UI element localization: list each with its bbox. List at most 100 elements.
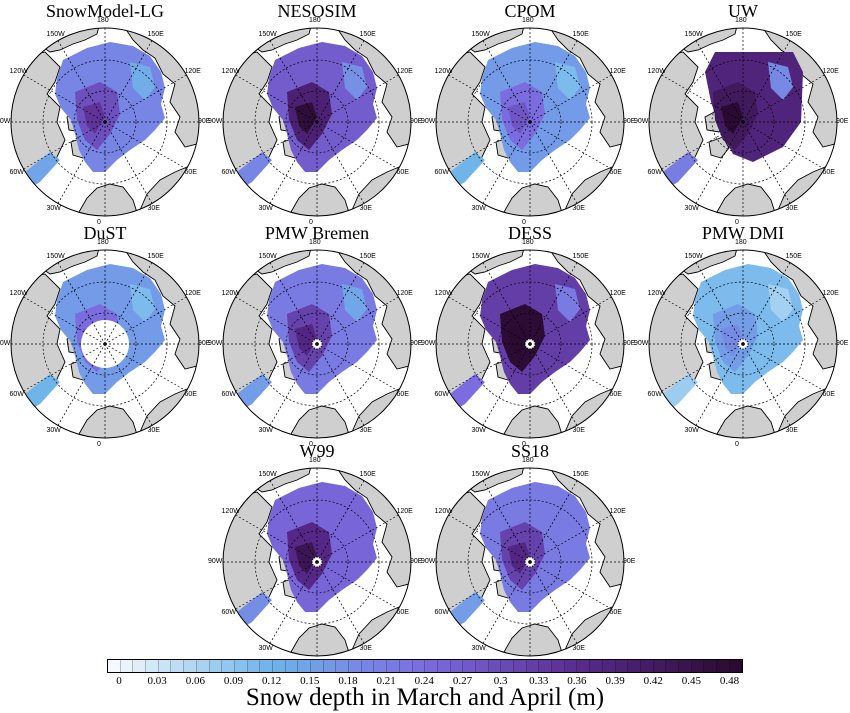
colorbar-tick-label: 0.3 — [493, 675, 508, 687]
longitude-label: 120E — [184, 289, 201, 297]
longitude-label: 60W — [221, 608, 236, 616]
longitude-label: 30E — [572, 205, 585, 213]
colorbar-cell — [488, 660, 502, 672]
longitude-label: 30E — [359, 427, 372, 435]
longitude-label: 120W — [9, 289, 28, 297]
longitude-label: 90E — [198, 118, 211, 125]
longitude-label: 90W — [634, 340, 649, 347]
longitude-label: 60W — [221, 390, 236, 398]
colorbar-cell — [184, 660, 197, 672]
longitude-label: 30W — [471, 645, 486, 653]
polar-map — [435, 467, 625, 657]
panel-title: CPOM — [504, 1, 556, 21]
colorbar-cell — [628, 660, 641, 672]
longitude-label: 90W — [208, 118, 223, 125]
colorbar-cell — [260, 660, 273, 672]
longitude-label: 120W — [221, 289, 240, 297]
longitude-label: 150E — [572, 470, 589, 478]
colorbar-tick-label: 0.45 — [681, 675, 702, 687]
longitude-label: 120W — [647, 289, 666, 297]
panel-title: DESS — [507, 223, 552, 243]
longitude-label: 90W — [421, 118, 436, 125]
longitude-label: 30W — [471, 427, 486, 435]
longitude-label: 0 — [735, 219, 739, 226]
polar-map — [222, 249, 412, 439]
longitude-label: 120E — [609, 507, 626, 515]
longitude-label: 60E — [609, 390, 622, 398]
longitude-label: 180 — [735, 239, 747, 246]
longitude-label: 150W — [46, 30, 65, 38]
panel-title: UW — [728, 1, 758, 21]
longitude-label: 30E — [785, 205, 798, 213]
longitude-label: 90E — [836, 118, 849, 125]
longitude-label: 60E — [396, 168, 409, 176]
longitude-label: 30W — [46, 205, 61, 213]
longitude-label: 150W — [46, 252, 65, 260]
longitude-label: 90W — [421, 558, 436, 565]
polar-map — [648, 249, 838, 439]
longitude-label: 90W — [634, 118, 649, 125]
map-panel-dess: DESS 180 150E 120E 90E 60E 30E 0 30W 60W 90W 120W 15… — [421, 222, 635, 448]
longitude-label: 150E — [147, 252, 164, 260]
colorbar-cell — [120, 660, 134, 672]
longitude-label: 30W — [258, 205, 273, 213]
panel-title: PMW Bremen — [264, 223, 370, 243]
colorbar-cell — [209, 660, 223, 672]
colorbar-cell — [133, 660, 147, 672]
colorbar-tick-label: 0.21 — [376, 675, 396, 687]
polar-map — [10, 249, 200, 439]
longitude-label: 60E — [184, 168, 197, 176]
longitude-label: 90E — [623, 558, 636, 565]
colorbar-cell — [729, 660, 743, 672]
longitude-label: 120E — [609, 67, 626, 75]
colorbar-tick-label: 0.06 — [185, 675, 205, 687]
longitude-label: 60W — [434, 608, 449, 616]
colorbar-tick-label: 0.03 — [147, 675, 167, 687]
longitude-label: 30E — [572, 427, 585, 435]
polar-map — [10, 27, 200, 217]
longitude-label: 0 — [309, 441, 313, 448]
colorbar-tick-label: 0.39 — [605, 675, 625, 687]
longitude-label: 90W — [208, 558, 223, 565]
colorbar-tick-label: 0.15 — [300, 675, 320, 687]
longitude-label: 30W — [471, 205, 486, 213]
longitude-label: 0 — [309, 219, 313, 226]
colorbar-tick-label: 0.18 — [338, 675, 358, 687]
longitude-label: 90E — [836, 340, 849, 347]
colorbar-cell — [640, 660, 654, 672]
longitude-label: 0 — [735, 441, 739, 448]
longitude-label: 60W — [647, 390, 662, 398]
polar-map — [435, 249, 625, 439]
longitude-label: 60W — [434, 168, 449, 176]
colorbar-cell — [222, 660, 235, 672]
colorbar-tick-label: 0 — [116, 675, 122, 687]
panel-title: SS18 — [510, 441, 550, 461]
longitude-label: 90E — [623, 340, 636, 347]
longitude-label: 60W — [434, 390, 449, 398]
longitude-label: 180 — [522, 17, 534, 24]
colorbar-cell — [399, 660, 413, 672]
colorbar-tick-label: 0.09 — [223, 675, 244, 687]
longitude-label: 150W — [471, 470, 490, 478]
colorbar-cell — [374, 660, 388, 672]
panel-title: DuST — [83, 223, 127, 243]
polar-map — [648, 27, 838, 217]
longitude-label: 150E — [785, 252, 802, 260]
colorbar-cell — [602, 660, 616, 672]
longitude-label: 180 — [522, 239, 534, 246]
colorbar-cell — [323, 660, 337, 672]
map-panel-uw: UW 180 150E 120E 90E 60E 30E 0 30W 60W 90W 120W 150W — [634, 0, 848, 226]
longitude-label: 0 — [522, 441, 526, 448]
longitude-label: 30E — [359, 645, 372, 653]
colorbar-tick-label: 0.48 — [719, 675, 740, 687]
longitude-label: 180 — [97, 17, 109, 24]
longitude-label: 60W — [9, 168, 24, 176]
colorbar-cell — [146, 660, 159, 672]
colorbar-cell — [437, 660, 451, 672]
colorbar-cell — [285, 660, 299, 672]
colorbar-label: Snow depth in March and April (m) — [245, 684, 605, 711]
longitude-label: 180 — [309, 17, 321, 24]
longitude-label: 150W — [684, 252, 703, 260]
colorbar-ticks: 0 0.03 0.06 0.09 0.12 0.15 0.18 0.21 0.24 0.27 0.3… — [107, 675, 743, 687]
